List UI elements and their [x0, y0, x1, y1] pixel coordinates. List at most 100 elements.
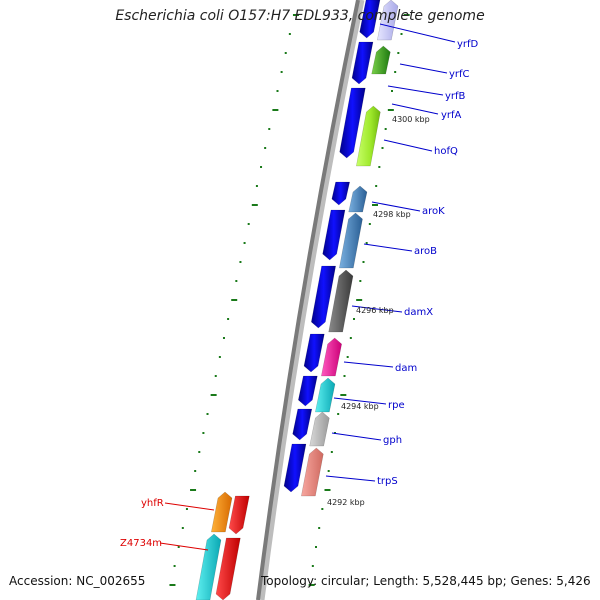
label-connector-line — [333, 397, 387, 405]
label-connector-line — [343, 361, 394, 368]
gene-label-hofQ[interactable]: hofQ — [434, 146, 458, 157]
tick-mark — [268, 128, 271, 130]
tick-mark — [231, 299, 238, 301]
tick-mark — [375, 185, 378, 187]
label-connector-line — [363, 243, 413, 252]
tick-mark — [311, 565, 314, 567]
tick-mark — [391, 90, 393, 92]
label-connector-line — [331, 432, 382, 441]
tick-mark — [260, 166, 263, 168]
cds-blue-8[interactable] — [292, 408, 313, 441]
gene-label-trpS[interactable]: trpS — [377, 476, 398, 487]
tick-mark — [239, 261, 242, 263]
gene-gph[interactable] — [309, 411, 330, 447]
tick-mark — [227, 318, 230, 320]
tick-mark — [397, 52, 400, 54]
gene-dam[interactable] — [321, 337, 342, 377]
gene-yhfR[interactable] — [211, 491, 233, 533]
tick-mark — [284, 52, 287, 54]
gene-label-gph[interactable]: gph — [383, 435, 402, 446]
tick-mark — [346, 356, 349, 358]
kbp-label-4296: 4296 kbp — [356, 306, 394, 315]
cds-blue-5[interactable] — [311, 265, 336, 329]
label-connector-line — [387, 85, 444, 96]
tick-mark — [210, 394, 217, 396]
gene-trpS[interactable] — [301, 447, 324, 497]
tick-mark — [218, 356, 221, 358]
gene-label-yrfA[interactable]: yrfA — [441, 110, 462, 121]
cds-blue-9[interactable] — [283, 443, 307, 493]
label-connectors — [159, 23, 456, 551]
tick-mark — [368, 223, 371, 225]
cds-blue-7[interactable] — [298, 375, 318, 407]
gene-label-aroB[interactable]: aroB — [414, 246, 437, 257]
map-title: Escherichia coli O157:H7 EDL933, complet… — [115, 8, 485, 24]
tick-mark — [173, 565, 176, 567]
gene-label-yrfC[interactable]: yrfC — [449, 69, 470, 80]
gene-label-yrfD[interactable]: yrfD — [457, 39, 479, 50]
gene-hofQ[interactable] — [356, 105, 381, 167]
label-connector-line — [379, 23, 456, 43]
gene-label-yrfB[interactable]: yrfB — [445, 91, 466, 102]
tick-mark — [214, 375, 217, 377]
tick-mark — [276, 90, 279, 92]
label-connector-line — [391, 103, 439, 115]
label-connector-line — [383, 139, 433, 152]
gene-red-1[interactable] — [228, 495, 250, 535]
tick-mark — [353, 318, 355, 320]
tick-mark — [177, 546, 180, 548]
tick-mark — [251, 204, 258, 206]
gene-rpe[interactable] — [315, 377, 336, 413]
tick-mark — [340, 394, 347, 396]
gene-label-dam[interactable]: dam — [395, 363, 417, 374]
gene-Z4734m[interactable] — [195, 533, 222, 600]
cds-blue-2[interactable] — [339, 87, 366, 159]
genome-summary-text: Topology: circular; Length: 5,528,445 bp… — [261, 574, 591, 588]
gene-yrfC[interactable] — [371, 45, 391, 75]
tick-mark — [308, 584, 315, 586]
cds-blue-6[interactable] — [303, 333, 325, 373]
kbp-label-4300: 4300 kbp — [392, 115, 430, 124]
gene-aroK[interactable] — [348, 185, 368, 213]
label-connector-line — [371, 201, 421, 212]
gene-label-rpe[interactable]: rpe — [388, 400, 405, 411]
gene-aroB[interactable] — [339, 212, 363, 269]
tick-mark — [372, 204, 378, 206]
cds-blue-3[interactable] — [331, 181, 350, 206]
label-connector-line — [351, 305, 403, 313]
tick-mark — [349, 337, 352, 339]
tick-mark — [387, 109, 394, 111]
cds-blue-4[interactable] — [322, 209, 346, 261]
tick-mark — [272, 109, 279, 111]
tick-mark — [356, 299, 363, 301]
gene-damX[interactable] — [328, 269, 354, 333]
label-connector-line — [325, 475, 376, 482]
tick-mark — [288, 33, 291, 35]
tick-mark — [169, 584, 176, 586]
gene-red-2[interactable] — [215, 537, 241, 600]
tick-mark — [280, 71, 283, 73]
cds-blue-0[interactable] — [359, 0, 381, 39]
gene-yrfD[interactable] — [377, 0, 399, 41]
gene-features — [195, 0, 399, 600]
tick-mark — [292, 14, 299, 16]
tick-mark — [324, 489, 331, 491]
gene-label-aroK[interactable]: aroK — [422, 206, 445, 217]
tick-mark — [343, 375, 346, 377]
tick-mark — [359, 280, 362, 282]
tick-mark — [198, 451, 201, 453]
tick-mark — [362, 261, 365, 263]
gene-label-yhfR[interactable]: yhfR — [141, 498, 164, 509]
accession-text: Accession: NC_002655 — [9, 574, 146, 588]
tick-mark — [384, 128, 387, 130]
kbp-label-4294: 4294 kbp — [341, 402, 379, 411]
tick-mark — [381, 147, 384, 149]
tick-mark — [365, 242, 368, 244]
tick-mark — [202, 432, 205, 434]
gene-label-Z4734m[interactable]: Z4734m — [120, 538, 162, 549]
cds-blue-1[interactable] — [351, 41, 374, 85]
gene-label-damX[interactable]: damX — [404, 307, 433, 318]
tick-mark — [243, 242, 246, 244]
tick-mark — [321, 508, 324, 510]
